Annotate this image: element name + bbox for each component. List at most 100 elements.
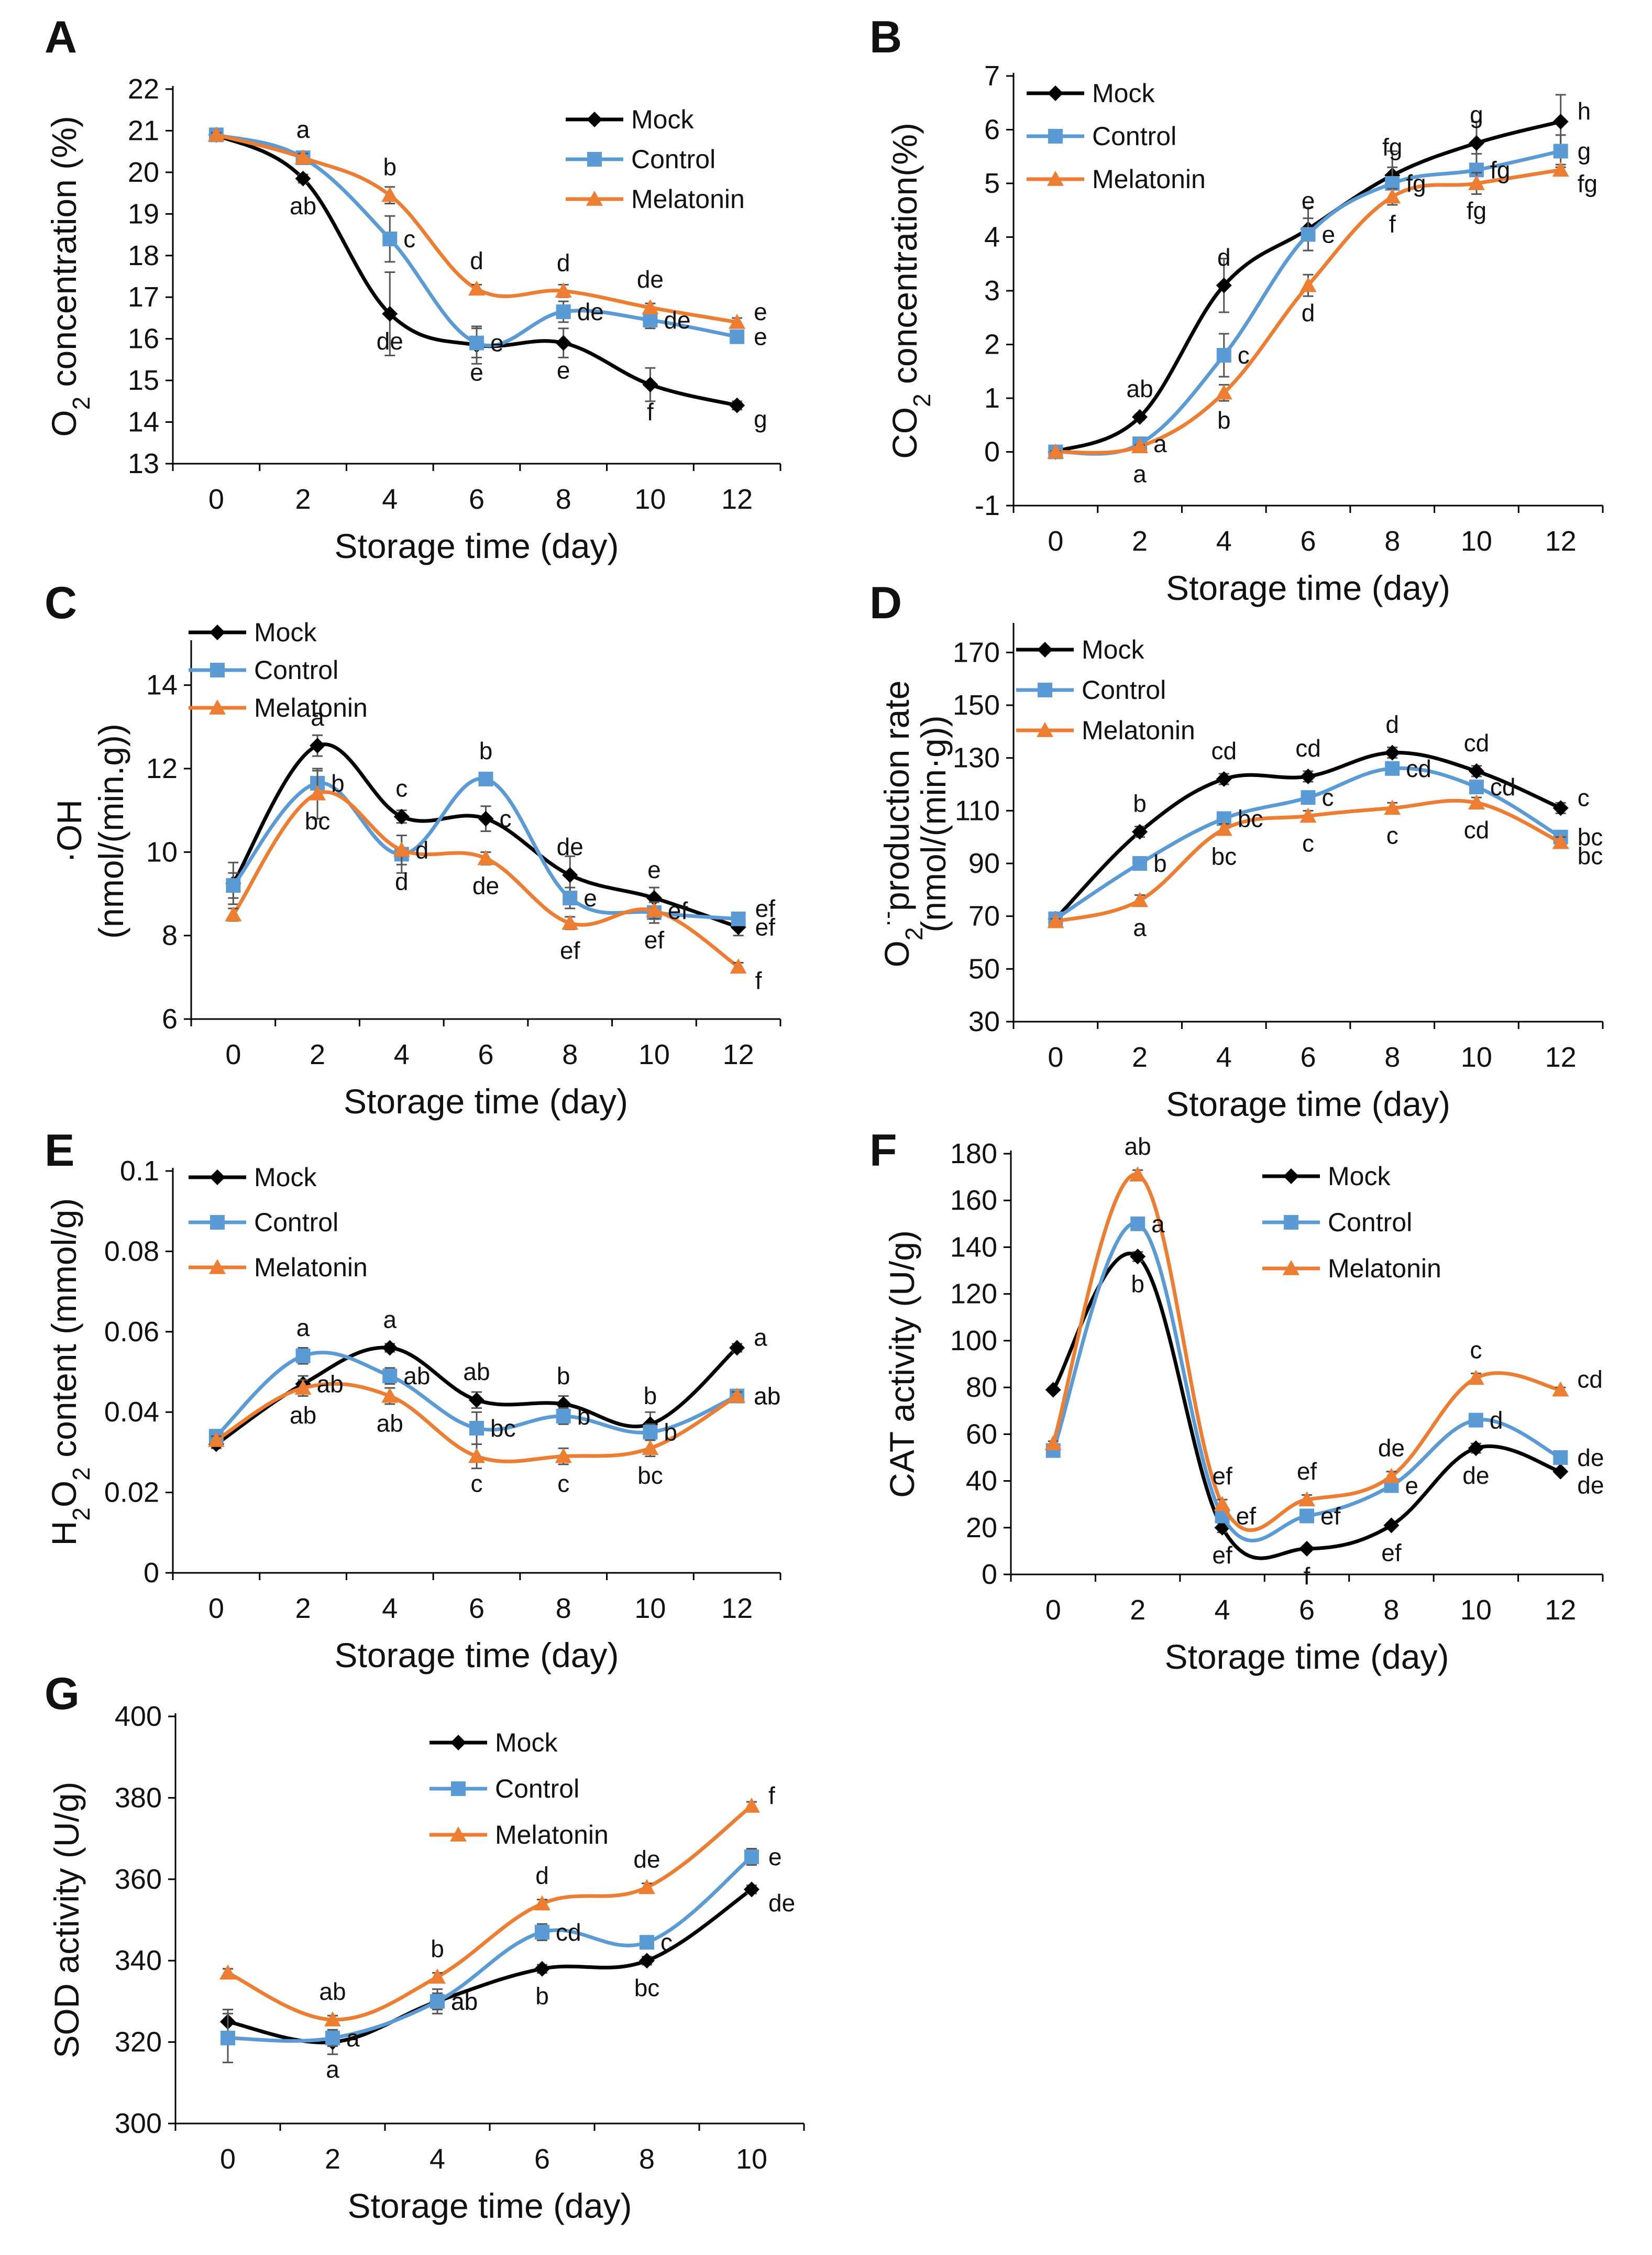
data-point (1215, 820, 1232, 836)
x-tick-label: 12 (1545, 1042, 1577, 1073)
data-point (1385, 761, 1400, 776)
data-point (225, 906, 242, 922)
y-tick-label: 360 (115, 1864, 162, 1895)
significance-label: a (1151, 1210, 1165, 1238)
significance-label: d (415, 836, 429, 863)
significance-label: bc (637, 1462, 663, 1489)
x-axis-title: Storage time (day) (1165, 1637, 1449, 1676)
y-axis-title: CO2 concentration(%) (885, 123, 935, 459)
y-tick-label: 160 (950, 1185, 997, 1216)
significance-label: bc (490, 1415, 516, 1442)
data-point (1132, 409, 1148, 425)
x-axis-title: Storage time (day) (335, 527, 619, 565)
significance-label: de (1577, 1444, 1604, 1471)
significance-label: d (535, 1862, 549, 1889)
x-tick-label: 10 (638, 1039, 670, 1070)
data-point (730, 958, 747, 974)
legend-marker (587, 112, 602, 127)
data-point (1467, 1370, 1484, 1385)
data-point (1469, 780, 1484, 795)
data-point (1468, 135, 1484, 151)
y-tick-label: 18 (128, 240, 159, 271)
significance-label: fg (1578, 170, 1598, 197)
data-point (640, 1935, 654, 1950)
data-point (744, 1849, 759, 1865)
data-point (642, 299, 659, 314)
data-point (1044, 1435, 1062, 1450)
significance-label: b (1131, 1270, 1144, 1297)
data-point (1299, 1508, 1314, 1524)
x-tick-label: 8 (556, 484, 571, 515)
significance-label: a (311, 704, 324, 731)
legend: Mock Control Melatonin (189, 618, 368, 723)
data-point (1299, 807, 1317, 823)
significance-label: ef (1381, 1539, 1402, 1566)
significance-label: bc (1578, 824, 1603, 851)
significance-label: cd (556, 1919, 581, 1946)
significance-label: ef (1297, 1458, 1317, 1485)
legend-label: Mock (631, 105, 694, 134)
x-tick-label: 10 (634, 1593, 666, 1624)
data-point (1552, 834, 1569, 849)
x-tick-label: 2 (310, 1039, 325, 1070)
legend-label: Melatonin (254, 1253, 368, 1282)
legend-marker (587, 152, 602, 167)
data-point (1299, 277, 1317, 292)
significance-label: d (1385, 711, 1399, 738)
x-tick-label: 0 (208, 1593, 224, 1624)
significance-label: a (754, 1323, 767, 1351)
y-tick-label: 17 (128, 281, 159, 313)
x-tick-label: 8 (1384, 1042, 1400, 1073)
x-tick-label: 4 (394, 1039, 410, 1070)
data-point (1298, 1491, 1315, 1507)
legend-label: Mock (495, 1728, 558, 1757)
y-tick-label: 16 (128, 323, 159, 355)
series-melatonin (225, 768, 747, 974)
significance-label: ab (319, 1978, 346, 2005)
data-point (535, 1924, 549, 1940)
data-point (381, 187, 399, 202)
significance-label: c (1322, 784, 1334, 811)
data-point (1384, 188, 1401, 204)
x-axis-title: Storage time (day) (1166, 568, 1450, 607)
significance-label: e (557, 357, 570, 384)
y-tick-label: 400 (115, 1701, 162, 1732)
data-point (207, 1431, 225, 1447)
legend-label: Mock (1328, 1162, 1391, 1191)
data-point (642, 377, 658, 393)
data-point (555, 282, 572, 298)
x-tick-label: 0 (220, 2143, 236, 2175)
y-tick-label: 130 (953, 742, 1000, 774)
y-tick-label: 20 (966, 1512, 997, 1544)
x-axis-title: Storage time (day) (344, 1082, 628, 1121)
significance-label: de (472, 872, 499, 899)
data-point (226, 878, 241, 893)
significance-label: ab (317, 1371, 344, 1398)
significance-label: d (1490, 1407, 1503, 1434)
series-mock (1048, 745, 1569, 927)
x-tick-label: 4 (382, 484, 398, 515)
significance-label: c (500, 805, 512, 833)
y-tick-label: 90 (968, 848, 1000, 879)
y-tick-label: 0 (144, 1557, 159, 1589)
significance-label: e (490, 330, 504, 357)
data-point (477, 850, 494, 866)
y-tick-label: 340 (115, 1945, 162, 1976)
legend-marker (210, 663, 225, 677)
x-tick-label: 4 (429, 2143, 445, 2175)
series-melatonin (207, 1379, 746, 1470)
x-tick-label: 8 (1384, 526, 1400, 557)
significance-label: g (1578, 138, 1591, 165)
series-line (1051, 1252, 1562, 1560)
significance-label: b (431, 1935, 444, 1962)
data-point (534, 1961, 550, 1977)
y-tick-label: 15 (128, 365, 159, 396)
significance-label: a (326, 2056, 339, 2083)
y-tick-label: 300 (115, 2108, 162, 2139)
data-point (468, 280, 485, 296)
significance-label: ab (463, 1358, 490, 1385)
data-point (643, 1425, 658, 1440)
x-tick-label: 2 (295, 484, 311, 515)
y-tick-label: 100 (950, 1325, 997, 1356)
